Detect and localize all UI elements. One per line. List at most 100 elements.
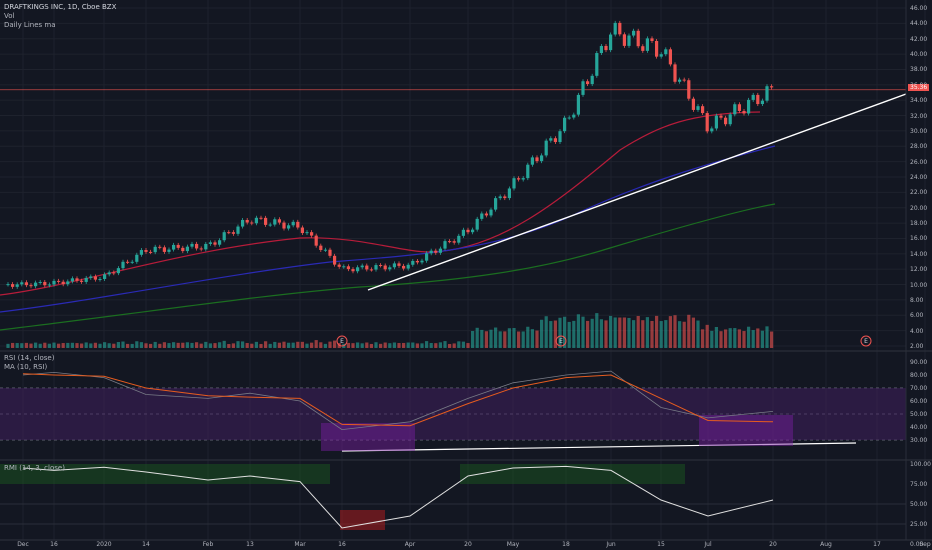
volume-bar bbox=[121, 341, 125, 348]
volume-bar bbox=[103, 342, 107, 348]
volume-bar bbox=[61, 343, 65, 348]
candle-body bbox=[388, 267, 392, 270]
volume-bar bbox=[576, 314, 580, 348]
price-tick-label: 26.00 bbox=[910, 158, 928, 166]
candle-body bbox=[80, 280, 84, 282]
time-tick-label: 15 bbox=[657, 541, 665, 548]
volume-bar bbox=[609, 315, 613, 348]
volume-bar bbox=[590, 318, 594, 348]
volume-bar bbox=[452, 343, 456, 348]
price-tick-label: 46.00 bbox=[910, 5, 928, 12]
volume-bar bbox=[581, 316, 585, 348]
volume-bar bbox=[535, 330, 539, 348]
volume-bar bbox=[70, 342, 74, 348]
volume-bar bbox=[310, 342, 314, 348]
time-tick-label: Apr bbox=[404, 541, 416, 548]
candle-body bbox=[558, 131, 562, 143]
chart-title: DRAFTKINGS INC, 1D, Cboe BZX bbox=[4, 3, 117, 11]
volume-bar bbox=[760, 330, 764, 348]
candle-body bbox=[581, 81, 585, 95]
volume-bar bbox=[402, 342, 406, 348]
volume-bar bbox=[438, 342, 442, 348]
candle-body bbox=[116, 268, 120, 274]
volume-bar bbox=[724, 329, 728, 348]
candle-body bbox=[691, 98, 695, 110]
candle-body bbox=[199, 248, 203, 250]
candle-body bbox=[438, 248, 442, 253]
candle-body bbox=[544, 140, 548, 156]
candle-body bbox=[323, 249, 327, 251]
volume-bar bbox=[319, 342, 323, 348]
candle-body bbox=[494, 198, 498, 210]
candle-body bbox=[98, 278, 102, 280]
rmi-tick-label: 75.00 bbox=[910, 481, 928, 488]
volume-bar bbox=[158, 343, 162, 348]
rmi-label: RMI (14, 3, close) bbox=[4, 464, 65, 472]
volume-bar bbox=[369, 343, 373, 348]
candle-body bbox=[365, 265, 369, 270]
volume-bar bbox=[406, 342, 410, 348]
volume-bar bbox=[641, 320, 645, 348]
candle-body bbox=[20, 282, 24, 285]
volume-bar bbox=[231, 343, 235, 348]
time-tick-label: 2020 bbox=[96, 541, 112, 548]
candle-body bbox=[107, 272, 111, 275]
earnings-label: E bbox=[864, 338, 868, 345]
volume-bar bbox=[66, 342, 70, 348]
candle-body bbox=[333, 255, 337, 265]
earnings-marker: E bbox=[555, 335, 567, 347]
volume-bar bbox=[668, 316, 672, 348]
candle-body bbox=[254, 217, 258, 224]
candle-body bbox=[328, 249, 332, 256]
earnings-circle bbox=[336, 335, 348, 347]
volume-bar bbox=[236, 341, 240, 348]
candle-body bbox=[208, 242, 212, 244]
candle-body bbox=[765, 86, 769, 101]
rsi-tick-label: 90.00 bbox=[910, 359, 928, 366]
candle-body bbox=[567, 117, 571, 119]
candle-body bbox=[632, 30, 636, 36]
volume-bar bbox=[259, 343, 263, 348]
candle-body bbox=[6, 284, 10, 286]
candle-body bbox=[397, 263, 401, 266]
rsi-tick-label: 70.00 bbox=[910, 385, 928, 392]
rsi-tick-label: 50.00 bbox=[910, 411, 928, 418]
volume-bar bbox=[503, 331, 507, 348]
volume-bar bbox=[107, 343, 111, 348]
candle-body bbox=[443, 241, 447, 249]
volume-bar bbox=[540, 319, 544, 348]
candle-body bbox=[489, 209, 493, 216]
candle-body bbox=[507, 188, 511, 199]
volume-bars bbox=[6, 313, 774, 348]
price-tick-label: 34.00 bbox=[910, 97, 928, 105]
volume-bar bbox=[733, 328, 737, 348]
time-tick-label: Feb bbox=[202, 541, 214, 548]
volume-bar bbox=[636, 315, 640, 348]
candle-body bbox=[618, 22, 622, 35]
candle-body bbox=[728, 114, 732, 125]
volume-bar bbox=[153, 341, 157, 348]
volume-bar bbox=[691, 317, 695, 348]
candlesticks bbox=[6, 20, 774, 289]
volume-bar bbox=[98, 343, 102, 348]
volume-bar bbox=[466, 343, 470, 348]
volume-bar bbox=[678, 321, 682, 348]
candle-body bbox=[471, 229, 475, 233]
volume-bar bbox=[356, 342, 360, 348]
volume-bar bbox=[618, 317, 622, 348]
candle-body bbox=[379, 265, 383, 267]
volume-bar bbox=[632, 320, 636, 348]
rsi-band bbox=[0, 388, 906, 440]
volume-bar bbox=[29, 343, 33, 348]
candle-body bbox=[126, 261, 130, 263]
volume-bar bbox=[429, 342, 433, 348]
candle-body bbox=[461, 229, 465, 236]
volume-bar bbox=[521, 331, 525, 348]
candle-body bbox=[751, 94, 755, 100]
candle-body bbox=[66, 281, 70, 285]
trend-lines[interactable] bbox=[321, 93, 907, 452]
volume-bar bbox=[471, 330, 475, 348]
